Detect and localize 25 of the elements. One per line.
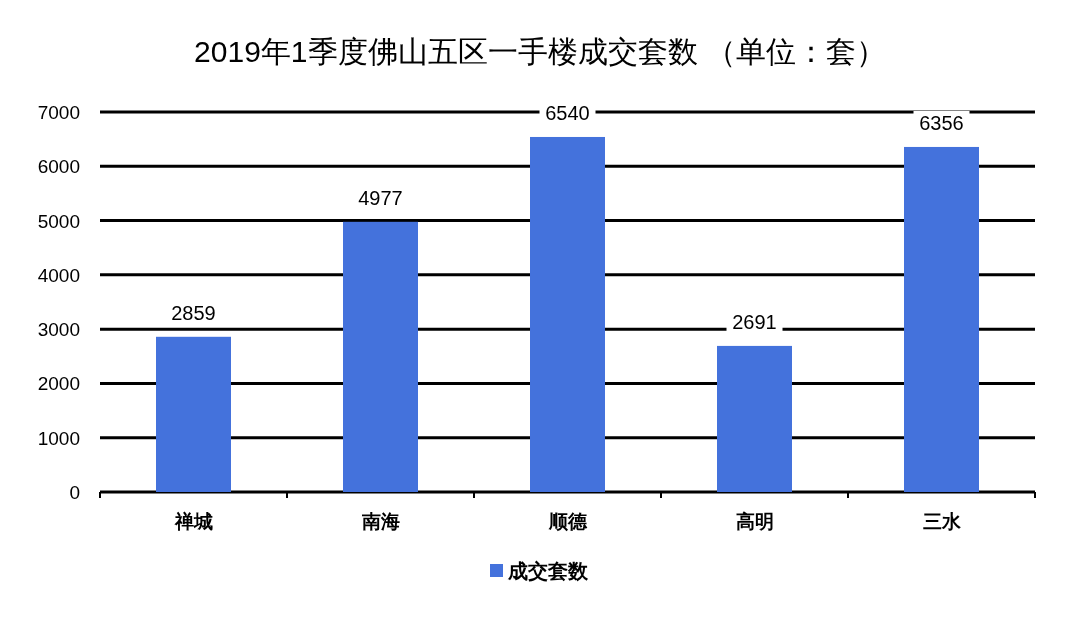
legend-label: 成交套数: [507, 560, 589, 582]
y-tick-label: 6000: [37, 156, 80, 178]
x-tick-label: 南海: [360, 511, 400, 532]
y-tick-label: 0: [69, 482, 80, 503]
x-tick-label: 禅城: [173, 511, 213, 532]
y-tick-label: 3000: [37, 319, 80, 341]
data-label: 4977: [358, 186, 403, 209]
y-tick-label: 1000: [37, 427, 80, 449]
bar: [530, 136, 605, 492]
y-tick-label: 4000: [37, 264, 80, 286]
y-tick-label: 5000: [37, 210, 80, 232]
bar: [156, 336, 231, 492]
x-tick-label: 三水: [922, 511, 962, 532]
bar: [717, 345, 792, 492]
chart-title: 2019年1季度佛山五区一手楼成交套数 （单位：套）: [194, 35, 886, 68]
data-label: 2859: [171, 301, 216, 324]
data-label: 2691: [732, 310, 777, 333]
x-tick-label: 高明: [735, 511, 774, 532]
bar: [343, 221, 418, 492]
y-tick-label: 7000: [37, 102, 80, 123]
y-tick-label: 2000: [37, 373, 80, 395]
x-tick-label: 顺德: [547, 511, 588, 532]
data-label: 6540: [545, 101, 590, 124]
data-label: 6356: [919, 111, 964, 134]
bar: [904, 146, 979, 492]
